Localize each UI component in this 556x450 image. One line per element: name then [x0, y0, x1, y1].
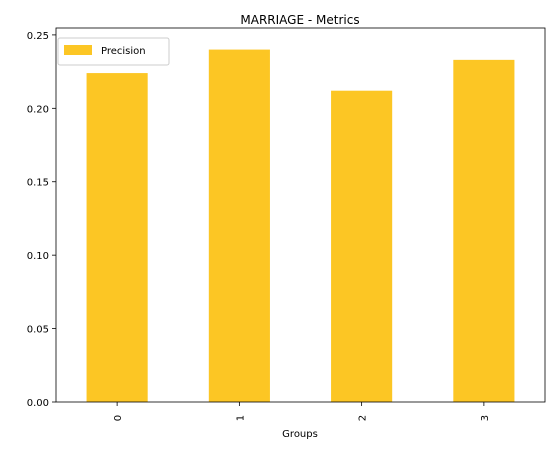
y-tick-label: 0.00 — [27, 398, 49, 409]
x-axis: 0 1 2 3 — [113, 402, 491, 421]
x-tick-label: 3 — [480, 415, 491, 421]
legend-swatch — [64, 45, 92, 55]
y-axis: 0.00 0.05 0.10 0.15 0.20 0.25 — [27, 31, 56, 409]
y-tick-label: 0.25 — [27, 31, 49, 42]
y-tick-label: 0.20 — [27, 104, 49, 115]
x-tick-label: 1 — [235, 415, 246, 421]
x-axis-title: Groups — [282, 429, 318, 440]
bars-layer — [86, 49, 515, 403]
legend-label: Precision — [101, 46, 146, 57]
bar-0 — [86, 73, 148, 402]
legend: Precision — [57, 37, 170, 66]
y-tick-label: 0.05 — [27, 325, 49, 336]
y-tick-label: 0.15 — [27, 178, 49, 189]
plot-frame — [55, 27, 546, 403]
chart-title: MARRIAGE - Metrics — [240, 13, 359, 27]
x-tick-label: 2 — [358, 415, 369, 421]
bar-2 — [331, 90, 393, 402]
x-tick-label: 0 — [113, 415, 124, 421]
bar-1 — [208, 49, 270, 403]
legend-box — [57, 37, 170, 66]
bar-3 — [453, 59, 515, 402]
y-tick-label: 0.10 — [27, 251, 49, 262]
